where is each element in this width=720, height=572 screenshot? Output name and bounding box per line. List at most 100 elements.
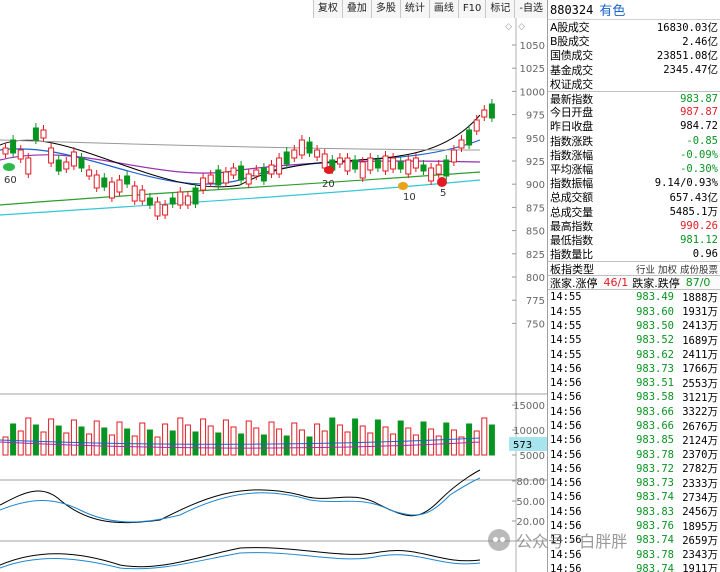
tick-row[interactable]: 14:56 983.74 2659万 <box>548 533 720 547</box>
tick-price: 983.62 <box>636 348 674 361</box>
stat-row: 指数振幅 9.14/0.93% <box>548 176 720 190</box>
tick-time: 14:56 <box>550 434 582 447</box>
tick-row[interactable]: 14:55 983.50 2413万 <box>548 319 720 333</box>
stat-value: 9.14/0.93% <box>654 177 718 190</box>
tick-price: 983.78 <box>636 448 674 461</box>
volume-bar <box>397 420 404 456</box>
ma-line-green <box>0 171 481 206</box>
tick-vol: 2343万 <box>682 549 718 562</box>
stat-label: 今日开盘 <box>550 106 593 120</box>
toolbar-button-fuquan[interactable]: 复权 <box>312 0 342 18</box>
tick-row[interactable]: 14:56 983.66 3322万 <box>548 405 720 419</box>
tick-row[interactable]: 14:56 983.85 2124万 <box>548 433 720 447</box>
price-axis-label: 850 <box>526 227 545 238</box>
tick-row[interactable]: 14:55 983.49 1888万 <box>548 290 720 304</box>
candle-body <box>481 109 488 118</box>
index-name[interactable]: 有色 <box>599 4 626 19</box>
stat-row: 指数涨跌 -0.85 <box>548 134 720 148</box>
stat-row: 最高指数 990.26 <box>548 219 720 233</box>
tick-vol: 2782万 <box>682 463 718 476</box>
kdj-axis: 80.00 50.00 20.00 <box>512 477 545 528</box>
volume-bar <box>268 421 275 456</box>
quote-panel: 880324 有色 A股成交 16830.03亿 B股成交 2.46亿 国债成交 2385… <box>547 0 720 572</box>
candle-body <box>230 167 237 176</box>
stat-label: 平均涨幅 <box>550 162 593 176</box>
tick-row[interactable]: 14:55 983.62 2411万 <box>548 347 720 362</box>
volume-bar <box>458 436 465 456</box>
candlesticks <box>2 99 495 220</box>
vol-ma-blue <box>0 437 481 445</box>
tick-row[interactable]: 14:56 983.78 2370万 <box>548 447 720 462</box>
stat-row: 总成交量 5485.1万 <box>548 204 720 219</box>
toolbar-button-overlay[interactable]: 叠加 <box>341 0 371 18</box>
tick-vol: 2413万 <box>682 320 718 333</box>
tick-row[interactable]: 14:56 983.73 2333万 <box>548 476 720 490</box>
tick-row[interactable]: 14:56 983.74 1911万 <box>548 562 720 572</box>
chart-toolbar: 复权 叠加 多股 统计 画线 F10 标记 -自选 <box>312 0 547 18</box>
candle-body <box>458 139 465 149</box>
kdj-axis-label: 20.00 <box>516 517 545 528</box>
stat-row: 权证成交 <box>548 77 720 91</box>
tick-vol: 2456万 <box>682 506 718 519</box>
candle-body <box>488 103 495 119</box>
tick-row[interactable]: 14:56 983.51 2553万 <box>548 376 720 390</box>
volume-bar <box>207 425 214 456</box>
candle-body <box>291 149 298 159</box>
tick-row[interactable]: 14:56 983.73 1766万 <box>548 362 720 376</box>
volume-bar <box>169 430 176 456</box>
candle-body <box>450 149 457 163</box>
candle-body <box>238 165 245 181</box>
down-count-label: 跌家.跌停 <box>632 276 680 290</box>
toolbar-button-watchlist[interactable]: -自选 <box>514 0 547 18</box>
tick-row[interactable]: 14:56 983.66 2676万 <box>548 419 720 433</box>
volume-bar <box>108 434 115 456</box>
volume-bar <box>162 423 169 456</box>
tick-list[interactable]: 14:55 983.49 1888万 14:55 983.60 1931万 14:55 983… <box>548 290 720 572</box>
tick-row[interactable]: 14:55 983.52 1689万 <box>548 333 720 347</box>
tick-row[interactable]: 14:56 983.58 3121万 <box>548 390 720 404</box>
candle-body <box>352 159 359 170</box>
tick-time: 14:56 <box>550 377 582 390</box>
toolbar-button-mark[interactable]: 标记 <box>485 0 515 18</box>
tick-price: 983.74 <box>636 562 674 572</box>
vol-ma-purple <box>0 441 481 449</box>
stat-value: 2.46亿 <box>682 35 718 48</box>
candle-body <box>146 197 153 206</box>
marker-5-label: 5 <box>440 188 446 199</box>
stat-value: 16830.03亿 <box>656 21 718 34</box>
toolbar-button-stats[interactable]: 统计 <box>399 0 429 18</box>
price-axis-label: 1050 <box>520 41 545 52</box>
marker-20: 20 <box>322 166 335 190</box>
tick-vol: 1895万 <box>682 520 718 533</box>
candle-body <box>192 187 199 205</box>
candle-body <box>40 129 47 139</box>
chart-area[interactable]: 复权 叠加 多股 统计 画线 F10 标记 -自选 ◇ ◇ 1050 1025 10… <box>0 0 547 572</box>
volume-bar <box>192 431 199 456</box>
volume-bar <box>230 426 237 456</box>
volume-bar <box>86 433 93 456</box>
candle-body <box>466 129 473 146</box>
toolbar-button-f10[interactable]: F10 <box>457 0 486 18</box>
volume-bar <box>420 421 427 456</box>
tick-price: 983.85 <box>636 434 674 447</box>
tick-price: 983.51 <box>636 377 674 390</box>
price-axis-label: 875 <box>526 203 545 214</box>
tick-price: 983.58 <box>636 391 674 404</box>
candle-body <box>473 119 480 132</box>
tick-row[interactable]: 14:56 983.83 2456万 <box>548 505 720 519</box>
chevron-up-icon[interactable]: ◇ <box>518 22 525 32</box>
tick-row[interactable]: 14:56 983.76 1895万 <box>548 519 720 533</box>
tick-row[interactable]: 14:56 983.72 2782万 <box>548 462 720 476</box>
chevron-down-icon[interactable]: ◇ <box>505 22 513 32</box>
candle-body <box>108 181 115 199</box>
tick-price: 983.73 <box>636 477 674 490</box>
tick-row[interactable]: 14:55 983.60 1931万 <box>548 304 720 319</box>
index-type-options[interactable]: 行业 加权 成份股票 <box>635 264 718 276</box>
toolbar-button-multi-stock[interactable]: 多股 <box>370 0 400 18</box>
stat-value: 987.87 <box>680 106 718 119</box>
toolbar-button-draw-line[interactable]: 画线 <box>428 0 458 18</box>
tick-row[interactable]: 14:56 983.78 2343万 <box>548 548 720 562</box>
volume-bar <box>116 421 123 456</box>
price-axis-label: 800 <box>526 273 545 284</box>
tick-row[interactable]: 14:56 983.74 2734万 <box>548 490 720 504</box>
